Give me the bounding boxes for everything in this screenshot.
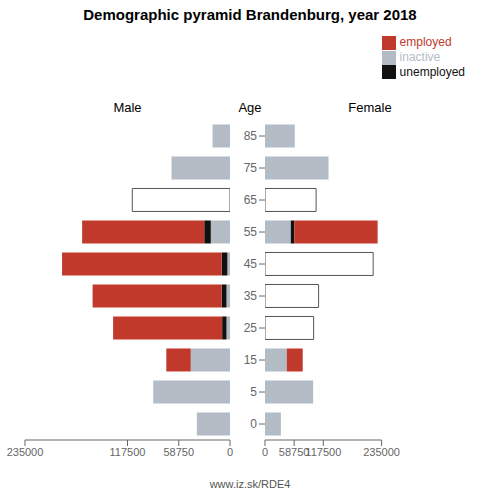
html-text:Female: Female (348, 100, 392, 115)
svg-text:235000: 235000 (8, 446, 43, 458)
html-text:unemployed: unemployed (399, 64, 465, 79)
html-text:Male: Male (113, 100, 142, 115)
svg-text:0: 0 (227, 446, 233, 458)
svg-text:58750: 58750 (163, 446, 194, 458)
svg-text:25: 25 (244, 321, 258, 335)
html-text:Age: Age (238, 100, 262, 115)
svg-text:45: 45 (244, 257, 258, 271)
svg-text:15: 15 (244, 353, 258, 367)
svg-text:75: 75 (244, 161, 258, 175)
svg-text:65: 65 (244, 193, 258, 207)
svg-text:0: 0 (262, 446, 268, 458)
svg-text:58750: 58750 (278, 445, 310, 458)
svg-text:117500: 117500 (305, 446, 341, 458)
svg-text:85: 85 (244, 129, 258, 143)
svg-text:0: 0 (250, 417, 257, 431)
svg-text:235000: 235000 (363, 446, 400, 458)
html-text:inactive: inactive (399, 49, 441, 64)
html-text:employed: employed (399, 35, 452, 49)
svg-text:55: 55 (244, 225, 258, 239)
svg-text:5: 5 (250, 385, 257, 399)
html-text:www.iz.sk/RDE4: www.iz.sk/RDE4 (209, 478, 291, 490)
svg-text:35: 35 (244, 289, 258, 303)
svg-text:117500: 117500 (110, 446, 146, 458)
html-text:Demographic pyramid Brandenbur: Demographic pyramid Brandenburg, year 20… (83, 6, 417, 23)
